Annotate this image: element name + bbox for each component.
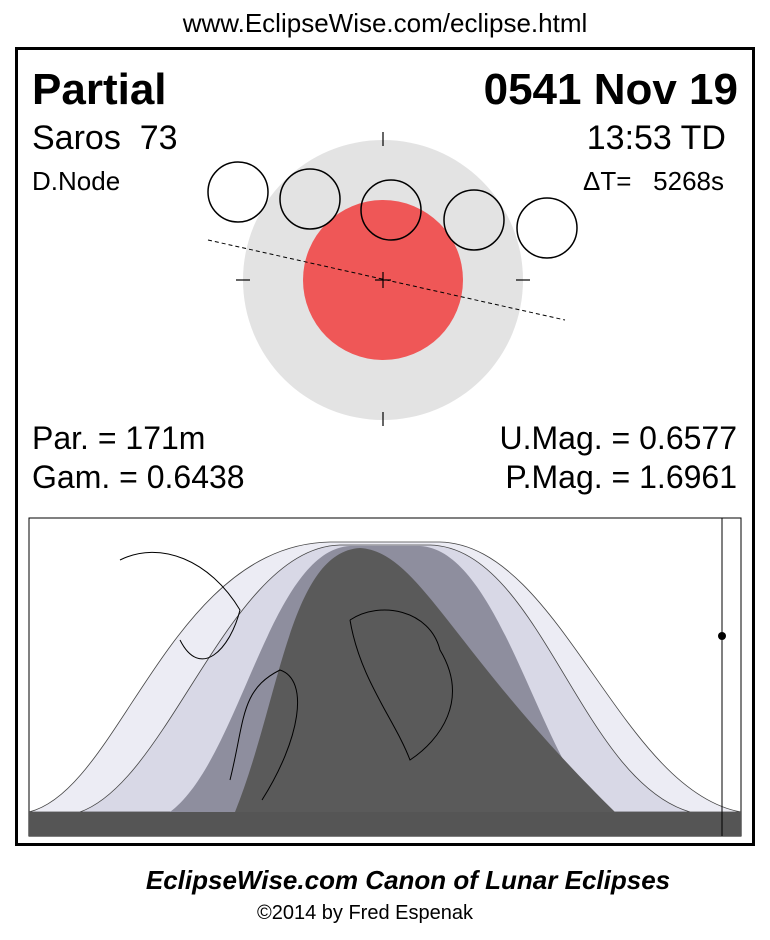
visibility-map <box>28 517 742 837</box>
eclipse-diagram <box>207 132 578 426</box>
footer-title: EclipseWise.com Canon of Lunar Eclipses <box>146 865 670 895</box>
partial-duration: Par. = 171m <box>32 420 205 456</box>
eclipse-date: 0541 Nov 19 <box>484 65 738 114</box>
node: D.Node <box>32 166 120 196</box>
delta-t: ΔT= 5268s <box>583 166 724 196</box>
penumbral-magnitude: P.Mag. = 1.6961 <box>505 459 737 495</box>
antarctic-band <box>29 812 741 836</box>
umbral-magnitude: U.Mag. = 0.6577 <box>500 420 737 456</box>
coastlines <box>119 551 453 801</box>
gamma: Gam. = 0.6438 <box>32 459 245 495</box>
footer-credit: ©2014 by Fred Espenak <box>257 902 474 924</box>
url: www.EclipseWise.com/eclipse.html <box>182 8 588 38</box>
moon-position <box>718 632 726 640</box>
eclipse-type: Partial <box>32 65 167 114</box>
time: 13:53 TD <box>587 119 726 157</box>
umbral-zone <box>235 548 615 812</box>
saros: Saros 73 <box>32 119 178 157</box>
ticks <box>236 132 530 426</box>
moon-path <box>207 161 578 259</box>
